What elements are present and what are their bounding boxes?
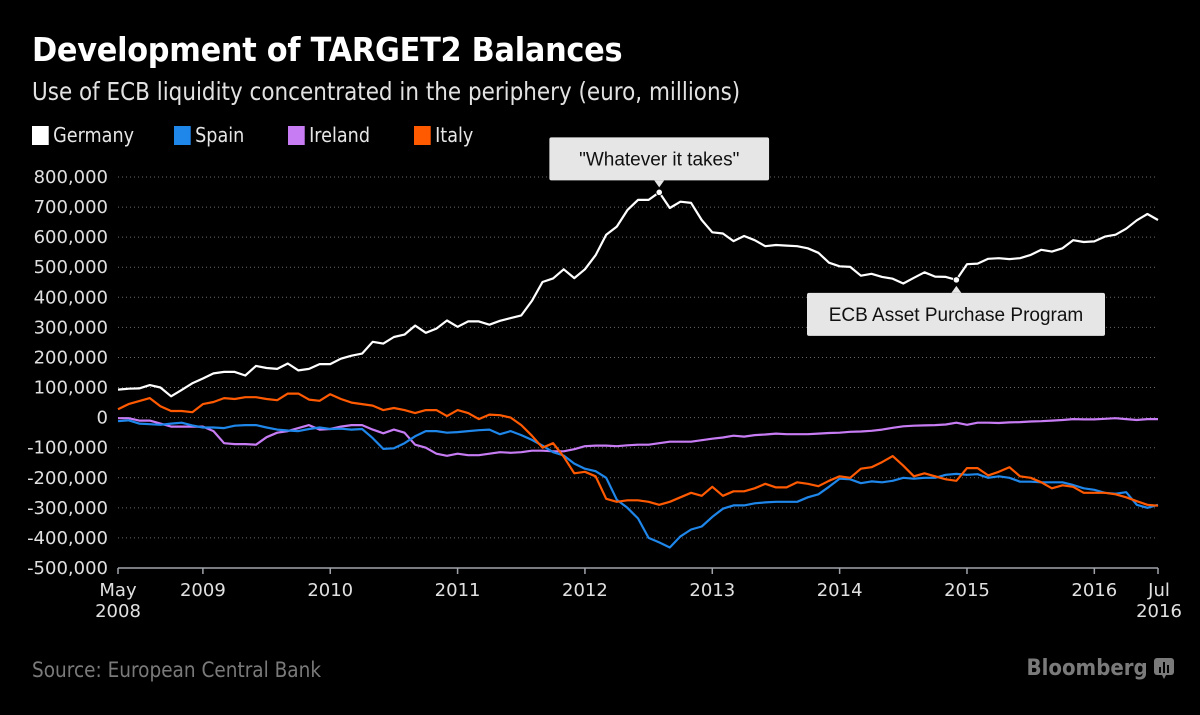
y-tick-label: -100,000 [27,438,108,459]
legend-swatch-spain [174,125,191,145]
legend: Germany Spain Ireland Italy [32,123,481,147]
annotations: "Whatever it takes" ECB Asset Purchase Pr… [549,137,1105,336]
annotation-label: ECB Asset Purchase Program [829,305,1084,326]
x-tick-label: 2012 [562,580,608,601]
y-tick-label: -400,000 [27,528,108,549]
legend-item-italy: Italy [414,123,473,147]
source-note: Source: European Central Bank [32,658,322,682]
annotation-callout: "Whatever it takes" [549,137,770,196]
y-tick-label: -200,000 [27,468,108,489]
x-tick-label: 2013 [689,580,735,601]
y-tick-label: 800,000 [34,167,108,188]
y-tick-label: 200,000 [34,347,108,368]
legend-item-germany: Germany [32,123,157,147]
x-tick-label: May [99,580,137,601]
annotation-pointer [654,180,665,188]
x-tick-label: 2016 [1071,580,1117,601]
legend-label-spain: Spain [195,123,245,147]
y-tick-label: 300,000 [34,317,108,338]
x-tick-label: Jul [1147,580,1170,601]
y-tick-label: 0 [97,408,108,429]
series-line-spain [117,419,1159,549]
x-tick-sublabel: 2008 [95,601,141,622]
legend-swatch-italy [414,125,431,145]
annotation-marker [655,188,663,196]
series-lines [117,191,1159,549]
y-axis: 800,000 700,000 600,000 500,000 400,000 300,0… [27,167,108,579]
bloomberg-chart-icon [1154,658,1174,679]
series-line-germany [117,191,1159,398]
annotation-box [549,137,770,181]
legend-swatch-ireland [288,125,305,145]
chart-subtitle: Use of ECB liquidity concentrated in the… [32,77,741,106]
x-tick-label: 2014 [817,580,863,601]
series-line-italy [117,392,1159,507]
legend-item-ireland: Ireland [288,123,399,147]
annotation-box [807,292,1105,336]
x-tick-label: 2011 [435,580,481,601]
x-tick-sublabel: 2016 [1136,601,1182,622]
legend-label-germany: Germany [53,123,135,147]
y-tick-label: -500,000 [27,558,108,579]
grid-lines [118,176,1158,539]
y-tick-label: 100,000 [34,378,108,399]
annotation-pointer [951,285,962,293]
legend-item-spain: Spain [174,123,274,147]
x-tick-label: 2015 [944,580,990,601]
y-tick-label: -300,000 [27,498,108,519]
y-tick-label: 700,000 [34,197,108,218]
legend-label-ireland: Ireland [309,123,370,147]
series-line-ireland [118,417,1158,457]
x-tick-label: 2009 [180,580,226,601]
annotation-callout: ECB Asset Purchase Program [807,276,1105,336]
y-tick-label: 500,000 [34,257,108,278]
annotation-marker [952,276,960,284]
legend-label-italy: Italy [435,123,474,147]
bloomberg-logo: Bloomberg [1026,656,1148,681]
y-tick-label: 600,000 [34,227,108,248]
annotation-label: "Whatever it takes" [579,149,739,170]
y-tick-label: 400,000 [34,287,108,308]
legend-swatch-germany [32,125,49,145]
chart-title: Development of TARGET2 Balances [32,30,623,69]
x-tick-label: 2010 [307,580,353,601]
